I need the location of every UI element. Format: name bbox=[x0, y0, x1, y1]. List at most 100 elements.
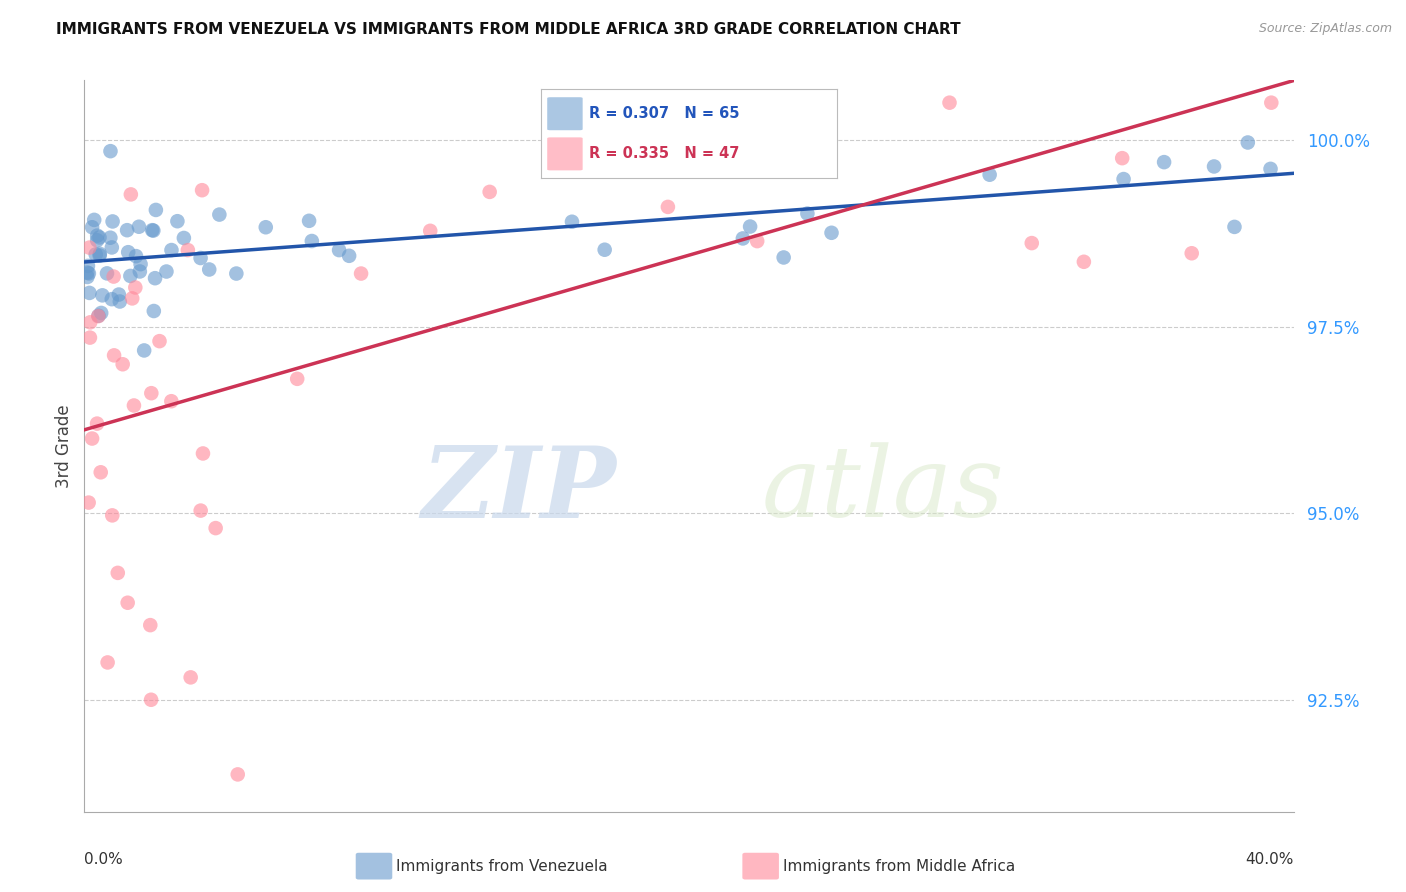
Point bbox=[76, 266, 98, 280]
Point bbox=[108, 294, 131, 309]
Point bbox=[298, 214, 321, 228]
Point bbox=[337, 249, 360, 263]
Point bbox=[141, 386, 163, 401]
Point bbox=[79, 315, 101, 329]
Point bbox=[177, 243, 200, 257]
Point bbox=[579, 95, 602, 110]
Point bbox=[141, 223, 163, 237]
Point bbox=[225, 267, 247, 281]
Point bbox=[79, 241, 101, 255]
Y-axis label: 3rd Grade: 3rd Grade bbox=[55, 404, 73, 488]
Point bbox=[121, 292, 143, 306]
Point bbox=[568, 111, 591, 125]
Point bbox=[89, 230, 111, 244]
Point bbox=[1223, 219, 1246, 234]
Text: Source: ZipAtlas.com: Source: ZipAtlas.com bbox=[1258, 22, 1392, 36]
Text: R = 0.307   N = 65: R = 0.307 N = 65 bbox=[589, 106, 740, 121]
Point bbox=[1021, 236, 1043, 251]
Point bbox=[142, 304, 165, 318]
Point bbox=[100, 144, 122, 158]
Text: Immigrants from Middle Africa: Immigrants from Middle Africa bbox=[783, 859, 1015, 873]
Point bbox=[101, 508, 124, 523]
Point bbox=[160, 243, 183, 257]
Point bbox=[226, 767, 249, 781]
Point bbox=[143, 271, 166, 285]
Point bbox=[190, 503, 212, 517]
Point bbox=[77, 267, 100, 281]
Point bbox=[139, 618, 162, 632]
Point bbox=[740, 219, 762, 234]
Point bbox=[111, 357, 134, 371]
Point bbox=[77, 495, 100, 509]
Point bbox=[87, 309, 110, 323]
Point bbox=[128, 219, 150, 234]
Point bbox=[204, 521, 226, 535]
Point bbox=[86, 228, 108, 243]
FancyBboxPatch shape bbox=[547, 137, 582, 170]
Text: IMMIGRANTS FROM VENEZUELA VS IMMIGRANTS FROM MIDDLE AFRICA 3RD GRADE CORRELATION: IMMIGRANTS FROM VENEZUELA VS IMMIGRANTS … bbox=[56, 22, 960, 37]
Point bbox=[101, 240, 124, 254]
Point bbox=[107, 566, 129, 580]
Point bbox=[108, 287, 131, 301]
Point bbox=[155, 264, 177, 278]
Point bbox=[96, 266, 118, 280]
Point bbox=[79, 330, 101, 344]
Point bbox=[97, 656, 120, 670]
Point bbox=[115, 223, 138, 237]
Point bbox=[1260, 95, 1282, 110]
Point bbox=[79, 285, 101, 300]
FancyBboxPatch shape bbox=[547, 97, 582, 130]
Point bbox=[191, 446, 214, 460]
Point bbox=[208, 208, 231, 222]
Point bbox=[191, 183, 214, 197]
Point bbox=[285, 372, 308, 386]
Point bbox=[76, 270, 98, 285]
Point bbox=[675, 156, 697, 170]
Point bbox=[90, 306, 112, 320]
Point bbox=[198, 262, 221, 277]
Point bbox=[117, 245, 139, 260]
Point bbox=[478, 185, 501, 199]
Text: ZIP: ZIP bbox=[422, 442, 616, 538]
Point bbox=[82, 220, 104, 235]
Point bbox=[820, 226, 842, 240]
Point bbox=[731, 231, 754, 245]
Point bbox=[91, 288, 114, 302]
Point bbox=[350, 267, 373, 281]
Point bbox=[148, 334, 170, 348]
Point bbox=[120, 187, 142, 202]
Point bbox=[1202, 160, 1225, 174]
Point bbox=[120, 268, 142, 283]
Point bbox=[979, 168, 1001, 182]
Point bbox=[747, 234, 769, 248]
Point bbox=[1111, 151, 1133, 165]
Point bbox=[938, 95, 960, 110]
Point bbox=[125, 249, 148, 263]
Point bbox=[101, 214, 124, 228]
Point bbox=[419, 224, 441, 238]
Point bbox=[129, 257, 152, 271]
Point bbox=[1260, 161, 1282, 176]
Point bbox=[128, 264, 150, 278]
Point bbox=[173, 231, 195, 245]
Point bbox=[77, 259, 100, 273]
Point bbox=[301, 234, 323, 248]
Point bbox=[86, 233, 108, 247]
Text: R = 0.335   N = 47: R = 0.335 N = 47 bbox=[589, 146, 740, 161]
Point bbox=[1181, 246, 1204, 260]
Point bbox=[1153, 155, 1175, 169]
Point bbox=[617, 142, 640, 156]
Point bbox=[328, 243, 350, 257]
Point bbox=[86, 417, 108, 431]
Point bbox=[83, 212, 105, 227]
Point bbox=[688, 128, 710, 143]
Point bbox=[82, 432, 104, 446]
Point bbox=[190, 251, 212, 265]
Point bbox=[103, 348, 125, 362]
Point bbox=[117, 596, 139, 610]
Text: atlas: atlas bbox=[762, 442, 1004, 538]
Point bbox=[593, 243, 616, 257]
Text: 40.0%: 40.0% bbox=[1246, 852, 1294, 867]
Text: Immigrants from Venezuela: Immigrants from Venezuela bbox=[396, 859, 609, 873]
Point bbox=[772, 251, 794, 265]
